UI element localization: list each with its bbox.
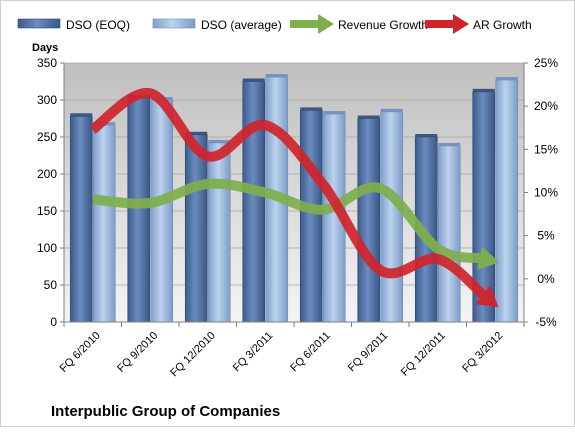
- bar-dso-eoq: [69, 115, 93, 323]
- y-left-tick-label: 300: [37, 93, 57, 107]
- bar-cap: [357, 115, 380, 119]
- bar-dso-average: [380, 111, 404, 323]
- revenue-growth-line: [92, 178, 483, 264]
- x-tick-label: FQ 6/2010: [58, 330, 103, 375]
- bar-cap: [265, 74, 288, 78]
- revenue-growth-arrowhead: [477, 246, 500, 270]
- legend-swatch-arrowhead: [453, 14, 469, 34]
- bar-dso-eoq: [242, 81, 266, 323]
- x-tick-label: FQ 12/2010: [168, 330, 218, 380]
- y-right-tick-label: 25%: [534, 56, 558, 70]
- chart-title: Interpublic Group of Companies: [51, 403, 280, 420]
- ar-growth-line: [89, 88, 488, 300]
- legend: DSO (EOQ) DSO (average) Revenue Growth AR G…: [17, 14, 532, 34]
- legend-label: DSO (average): [201, 18, 282, 32]
- y-axis-label: Days: [32, 42, 58, 54]
- y-right-tick-label: 0%: [537, 272, 555, 286]
- bar-cap: [323, 111, 346, 115]
- y-left-tick-label: 0: [50, 315, 57, 329]
- bar-cap: [70, 113, 93, 117]
- y-left-tick-label: 350: [37, 56, 57, 70]
- bar-cap: [415, 134, 438, 137]
- y-left-tick-label: 50: [44, 278, 58, 292]
- y-left-tick-labels: 0 50 100 150 200 250 300 350: [37, 56, 57, 329]
- y-left-tick-label: 150: [37, 204, 57, 218]
- legend-swatch: [152, 18, 196, 29]
- bar-dso-eoq: [299, 110, 323, 323]
- y-right-tick-label: 20%: [534, 99, 558, 113]
- ar-growth-arrowhead: [475, 285, 499, 308]
- bar-dso-average: [150, 99, 174, 323]
- legend-swatch: [17, 18, 61, 29]
- bar-cap: [242, 78, 265, 82]
- y-right-tick-label: 15%: [534, 142, 558, 156]
- legend-label: Revenue Growth: [338, 18, 428, 32]
- bar-cap: [472, 88, 495, 92]
- axes: [60, 62, 528, 327]
- bar-dso-average: [437, 145, 461, 323]
- y-left-tick-label: 100: [37, 241, 57, 255]
- bar-cap: [380, 108, 403, 112]
- bar-dso-average: [495, 79, 519, 323]
- bar-cap: [208, 139, 231, 143]
- bar-dso-eoq: [127, 97, 151, 323]
- x-tick-label: FQ 12/2011: [399, 330, 448, 379]
- bar-dso-eoq: [184, 134, 208, 323]
- y-right-tick-label: -5%: [535, 315, 557, 329]
- legend-label: AR Growth: [473, 18, 532, 32]
- y-right-tick-label: 10%: [534, 186, 558, 200]
- legend-label: DSO (EOQ): [66, 18, 130, 32]
- x-tick-labels: FQ 6/2010 FQ 9/2010 FQ 12/2010 FQ 3/2011 FQ …: [58, 330, 506, 380]
- bar-dso-average: [92, 124, 116, 323]
- bar-cap: [438, 142, 461, 146]
- y-right-tick-labels: -5% 0% 5% 10% 15% 20% 25%: [534, 56, 558, 329]
- bar-cap: [300, 107, 323, 111]
- growth-arrows: [89, 88, 500, 308]
- x-tick-label: FQ 3/2011: [231, 330, 276, 375]
- y-left-tick-label: 250: [37, 130, 57, 144]
- bar-cap: [185, 131, 208, 135]
- bar-dso-average: [207, 142, 231, 323]
- bar-dso-eoq: [357, 118, 381, 323]
- bar-cap: [495, 77, 518, 81]
- y-left-tick-label: 200: [37, 167, 57, 181]
- y-right-tick-label: 5%: [537, 229, 555, 243]
- legend-swatch-arrowhead: [318, 14, 334, 34]
- x-tick-label: FQ 3/2012: [460, 330, 505, 375]
- x-tick-label: FQ 9/2010: [115, 330, 160, 375]
- x-tick-label: FQ 6/2011: [288, 330, 333, 375]
- x-tick-label: FQ 9/2011: [346, 330, 391, 375]
